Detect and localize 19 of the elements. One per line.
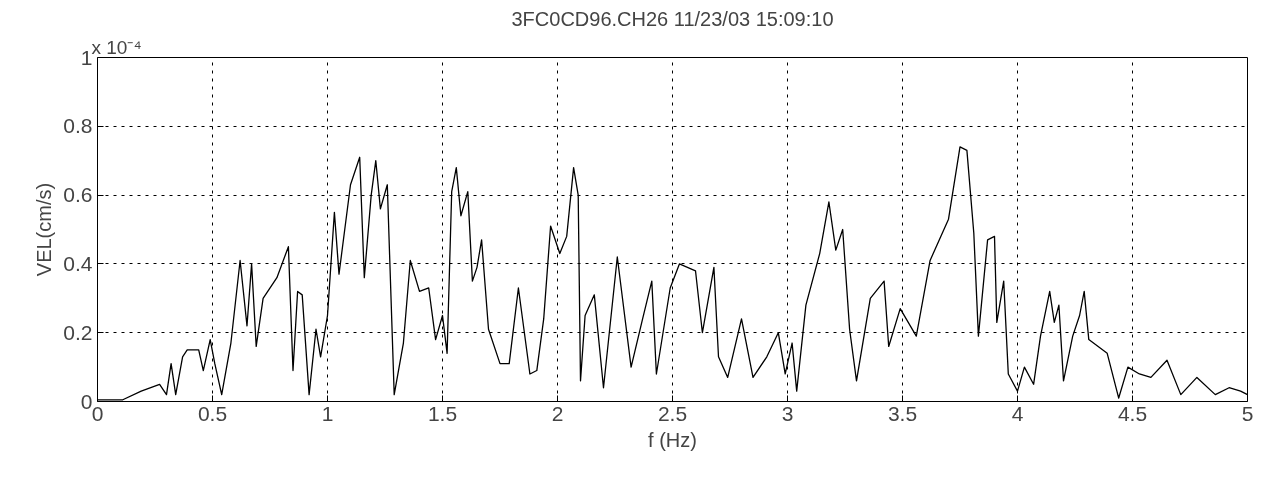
- x-tick-label: 1: [321, 401, 334, 425]
- x-tick-label: 4.5: [1117, 401, 1148, 425]
- y-axis-title: VEL(cm/s): [33, 182, 56, 277]
- x-tick-label: 3: [781, 401, 794, 425]
- y-tick-label: 0.2: [63, 320, 93, 344]
- x-tick-label: 0.5: [197, 401, 228, 425]
- y-tick-label: 0.6: [63, 183, 93, 207]
- y-tick-label: 0.8: [63, 114, 93, 138]
- x-axis-title: f (Hz): [648, 428, 697, 451]
- x-tick-label: 5: [1241, 401, 1254, 425]
- x-tick-label: 2.5: [657, 401, 688, 425]
- y-tick-label: 1: [80, 45, 93, 69]
- text: x 10⁻⁴: [91, 36, 142, 58]
- x-tick-label: 1.5: [427, 401, 458, 425]
- x-tick-label: 3.5: [887, 401, 918, 425]
- chart-title: 3FC0CD96.CH26 11/23/03 15:09:10: [511, 7, 834, 30]
- y-tick-label: 0.4: [63, 251, 93, 275]
- x-tick-label: 2: [551, 401, 564, 425]
- x-tick-label: 4: [1011, 401, 1024, 425]
